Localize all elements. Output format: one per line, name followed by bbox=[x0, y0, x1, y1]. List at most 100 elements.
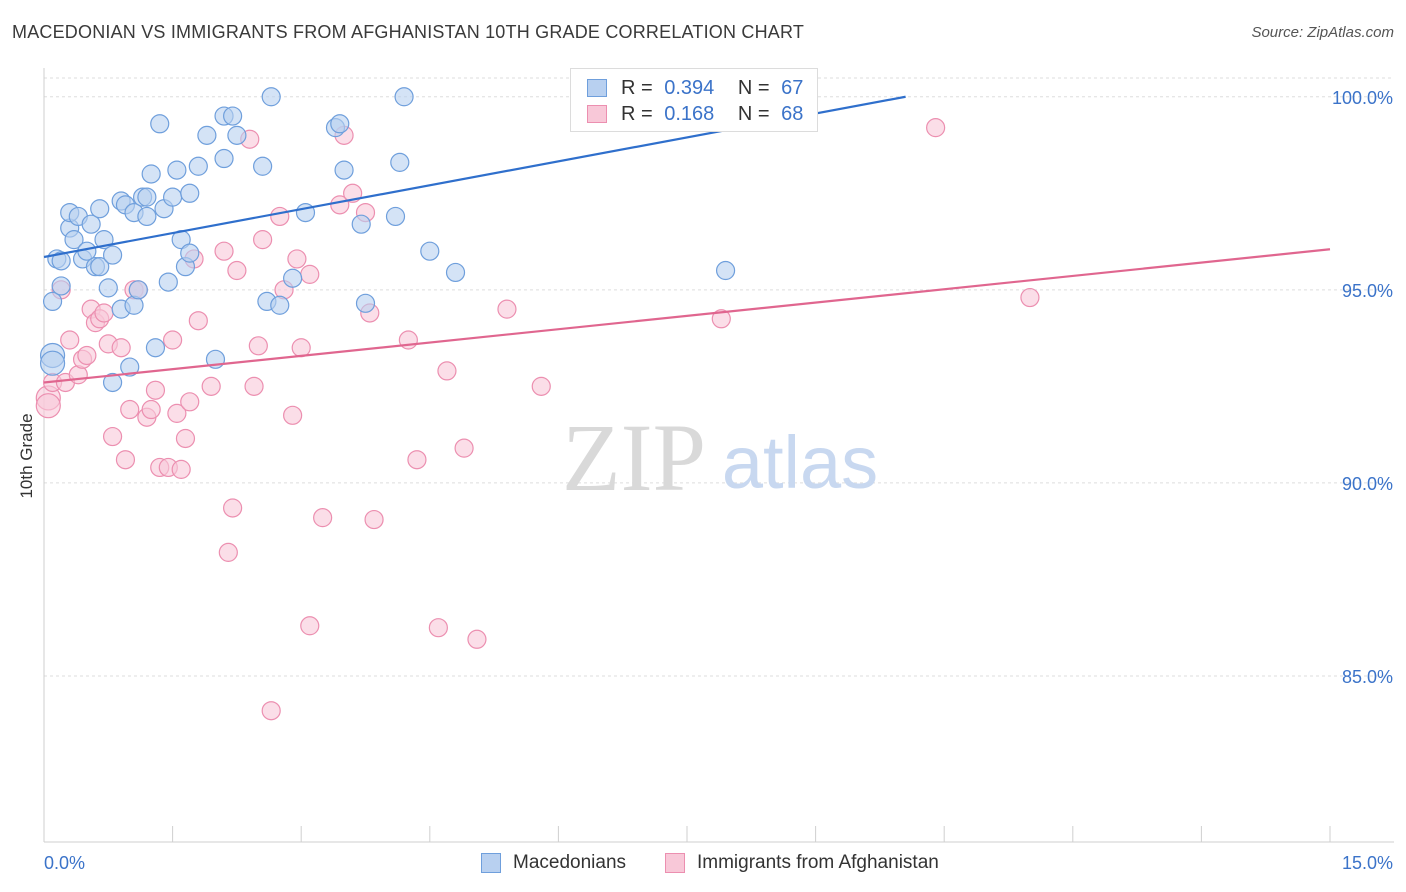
data-point bbox=[300, 264, 320, 284]
data-point bbox=[111, 338, 131, 358]
data-point bbox=[291, 338, 311, 358]
data-point bbox=[201, 376, 221, 396]
data-point bbox=[180, 243, 200, 263]
data-point bbox=[214, 148, 234, 169]
data-point bbox=[261, 701, 281, 721]
data-point bbox=[120, 399, 140, 420]
data-point bbox=[163, 187, 183, 207]
data-point bbox=[77, 345, 97, 366]
legend-label: Macedonians bbox=[513, 852, 627, 873]
data-point bbox=[214, 241, 234, 261]
data-point bbox=[167, 403, 187, 423]
data-point bbox=[394, 87, 414, 107]
data-point bbox=[141, 164, 161, 184]
data-point bbox=[223, 106, 243, 126]
data-point bbox=[420, 241, 440, 261]
source-label: Source: ZipAtlas.com bbox=[1251, 24, 1394, 41]
legend-swatch-blue bbox=[481, 853, 501, 873]
legend-n-value: 67 bbox=[781, 77, 804, 99]
legend-label: Immigrants from Afghanistan bbox=[697, 852, 939, 873]
data-point bbox=[385, 206, 406, 227]
data-point bbox=[253, 230, 273, 250]
data-point bbox=[715, 260, 736, 281]
data-point bbox=[227, 125, 247, 145]
axes bbox=[43, 68, 1394, 843]
data-point bbox=[300, 616, 320, 636]
data-point bbox=[364, 509, 384, 530]
chart-title: MACEDONIAN VS IMMIGRANTS FROM AFGHANISTA… bbox=[12, 22, 805, 42]
legend-n-label: N = bbox=[737, 77, 770, 99]
data-point bbox=[248, 336, 268, 356]
legend-r-value: 0.394 bbox=[664, 77, 715, 99]
x-tick-label: 0.0% bbox=[44, 853, 85, 873]
data-point bbox=[167, 160, 187, 180]
data-point bbox=[137, 187, 157, 207]
data-point bbox=[407, 450, 427, 470]
watermark-atlas: atlas bbox=[722, 421, 878, 504]
data-point bbox=[270, 295, 290, 315]
data-point bbox=[35, 393, 61, 419]
data-point bbox=[497, 299, 517, 319]
legend-swatch-blue bbox=[587, 79, 607, 97]
data-point bbox=[313, 508, 333, 528]
data-point bbox=[145, 338, 166, 358]
data-point bbox=[141, 399, 161, 420]
gridlines bbox=[44, 77, 1394, 677]
data-point bbox=[171, 459, 191, 479]
watermark-zip: ZIP bbox=[562, 404, 706, 511]
legend-n-value: 68 bbox=[781, 103, 804, 125]
legend-r-label: R = bbox=[621, 77, 653, 99]
data-point bbox=[98, 278, 118, 298]
y-axis-label: 10th Grade bbox=[17, 413, 36, 499]
legend-n-label: N = bbox=[737, 103, 770, 125]
data-point bbox=[175, 428, 196, 449]
data-point bbox=[197, 125, 217, 145]
data-point bbox=[428, 618, 448, 638]
data-point bbox=[711, 309, 731, 329]
data-point bbox=[351, 214, 371, 234]
data-point bbox=[90, 199, 110, 219]
y-tick-label: 95.0% bbox=[1342, 281, 1393, 301]
data-point bbox=[287, 249, 307, 269]
y-tick-label: 85.0% bbox=[1342, 667, 1393, 687]
data-point bbox=[454, 438, 474, 458]
data-point bbox=[102, 372, 123, 393]
data-point bbox=[102, 245, 123, 265]
data-point bbox=[163, 330, 183, 350]
data-point bbox=[102, 426, 123, 447]
y-tick-label: 90.0% bbox=[1342, 474, 1393, 494]
data-point bbox=[218, 542, 238, 562]
data-point bbox=[437, 361, 457, 381]
data-point bbox=[390, 152, 410, 172]
data-point bbox=[64, 230, 84, 250]
data-point bbox=[94, 303, 114, 323]
data-point bbox=[51, 251, 71, 271]
data-point bbox=[128, 280, 148, 300]
data-point bbox=[467, 629, 487, 649]
data-point bbox=[926, 118, 946, 138]
data-point bbox=[180, 183, 200, 203]
data-point bbox=[158, 272, 178, 292]
data-point bbox=[188, 311, 208, 331]
data-point bbox=[244, 376, 264, 396]
series-afghanistan-points bbox=[35, 87, 1040, 721]
data-point bbox=[330, 114, 350, 134]
data-point bbox=[334, 160, 354, 180]
data-point bbox=[51, 276, 71, 296]
data-point bbox=[283, 405, 303, 425]
data-point bbox=[188, 156, 208, 176]
legend-r-label: R = bbox=[621, 103, 653, 125]
data-point bbox=[1020, 287, 1040, 308]
data-point bbox=[445, 262, 466, 283]
data-point bbox=[150, 114, 170, 134]
data-point bbox=[115, 450, 136, 470]
data-point bbox=[355, 293, 376, 313]
data-point bbox=[270, 206, 290, 227]
legend-swatch-pink bbox=[665, 853, 685, 873]
stats-legend: R = 0.394 N = 67 R = 0.168 N = 68 bbox=[570, 68, 818, 132]
x-tick-label: 15.0% bbox=[1342, 853, 1393, 873]
data-point bbox=[145, 380, 166, 400]
watermark: ZIP atlas bbox=[562, 404, 878, 511]
data-point bbox=[137, 206, 157, 227]
